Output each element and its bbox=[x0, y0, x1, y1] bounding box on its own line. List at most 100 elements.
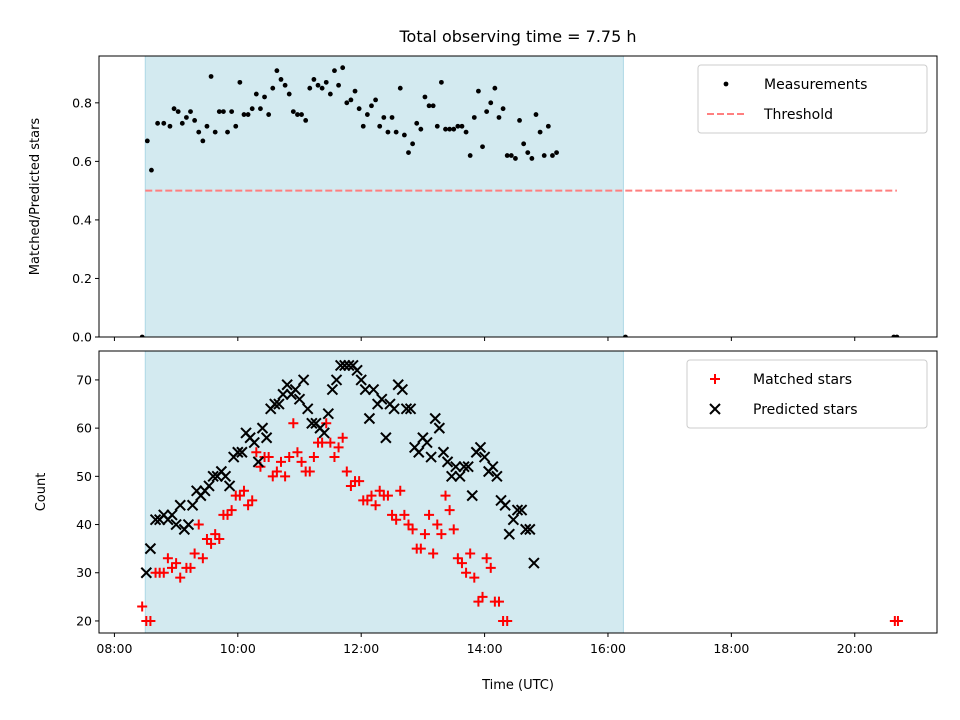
data-point bbox=[421, 436, 433, 449]
data-point bbox=[396, 383, 409, 396]
chart-title: Total observing time = 7.75 h bbox=[398, 27, 636, 46]
bottom-panel: 20 30 40 50 60 70 08:00 10:00 12:00 14:00 16:00 18:… bbox=[34, 350, 938, 693]
legend: Matched stars Predicted stars bbox=[686, 359, 928, 429]
data-point bbox=[274, 68, 280, 74]
data-point bbox=[233, 123, 239, 129]
data-point bbox=[415, 543, 426, 554]
data-point bbox=[161, 120, 167, 126]
data-point bbox=[370, 500, 381, 511]
data-point bbox=[144, 542, 157, 555]
axes-frame bbox=[98, 350, 938, 634]
data-point bbox=[155, 120, 161, 126]
data-point bbox=[485, 562, 496, 573]
data-point bbox=[520, 523, 532, 536]
x-tick-label: 16:00 bbox=[590, 641, 626, 656]
data-point bbox=[140, 567, 153, 579]
data-point bbox=[249, 106, 255, 112]
data-point bbox=[189, 548, 200, 559]
data-point bbox=[426, 103, 432, 109]
data-point bbox=[373, 97, 378, 103]
data-point bbox=[175, 109, 181, 115]
data-point bbox=[528, 557, 540, 569]
data-point bbox=[288, 418, 299, 429]
data-point bbox=[500, 106, 506, 112]
y-axis-label: Matched/Predicted stars bbox=[28, 118, 43, 276]
data-point bbox=[440, 490, 451, 501]
data-point bbox=[432, 519, 443, 530]
data-point bbox=[203, 480, 215, 492]
data-point bbox=[491, 470, 503, 483]
y-tick-label: 0.4 bbox=[72, 212, 92, 227]
data-point bbox=[465, 548, 476, 559]
data-point bbox=[321, 418, 332, 429]
data-point bbox=[351, 364, 363, 376]
y-tick-label: 20 bbox=[76, 613, 92, 628]
data-point bbox=[139, 334, 145, 337]
data-point bbox=[149, 514, 162, 526]
data-point bbox=[462, 460, 474, 473]
data-point bbox=[327, 91, 333, 97]
data-point bbox=[171, 106, 177, 112]
data-point bbox=[400, 403, 413, 415]
x-tick-label: 18:00 bbox=[713, 641, 749, 656]
data-point bbox=[280, 471, 291, 482]
legend-label: Predicted stars bbox=[753, 402, 858, 418]
data-point bbox=[508, 153, 514, 158]
data-point bbox=[188, 109, 193, 115]
data-point bbox=[247, 495, 258, 506]
data-point bbox=[334, 359, 347, 372]
data-point bbox=[289, 383, 302, 396]
x-tick-label: 08:00 bbox=[96, 641, 132, 656]
data-point bbox=[388, 403, 400, 415]
data-point bbox=[343, 359, 355, 372]
data-point bbox=[330, 374, 343, 386]
x-tick-label: 12:00 bbox=[343, 641, 379, 656]
legend-swatch bbox=[709, 403, 721, 415]
data-point bbox=[496, 115, 502, 120]
data-point bbox=[260, 432, 273, 444]
data-point bbox=[336, 82, 341, 88]
data-point bbox=[433, 422, 446, 434]
data-point bbox=[461, 567, 472, 578]
data-point bbox=[471, 115, 477, 120]
y-tick-label: 60 bbox=[76, 421, 92, 436]
data-point bbox=[524, 523, 536, 536]
data-point bbox=[406, 150, 411, 155]
data-point bbox=[248, 436, 260, 449]
data-point bbox=[170, 518, 182, 531]
data-point bbox=[381, 115, 387, 120]
data-point bbox=[204, 123, 210, 129]
data-point bbox=[162, 553, 173, 564]
data-point bbox=[306, 417, 318, 430]
data-point bbox=[418, 126, 424, 132]
data-point bbox=[241, 112, 247, 117]
data-point bbox=[424, 509, 435, 520]
y-tick-label: 0.0 bbox=[72, 330, 92, 345]
data-point bbox=[419, 529, 430, 540]
data-point bbox=[197, 553, 208, 564]
data-point bbox=[329, 452, 340, 463]
data-point bbox=[229, 109, 235, 115]
data-point bbox=[225, 129, 230, 135]
data-point bbox=[144, 138, 150, 144]
data-point bbox=[507, 514, 520, 526]
data-point bbox=[513, 156, 518, 161]
data-point bbox=[359, 383, 372, 396]
data-point bbox=[441, 456, 454, 468]
data-point bbox=[456, 558, 467, 569]
data-point bbox=[275, 456, 286, 467]
y-axis-label: Count bbox=[34, 473, 49, 512]
data-point bbox=[175, 572, 186, 583]
data-point bbox=[322, 407, 335, 420]
data-point bbox=[492, 85, 498, 91]
data-point bbox=[216, 109, 222, 115]
legend: Measurements Threshold bbox=[697, 64, 928, 134]
data-point bbox=[554, 150, 559, 155]
data-point bbox=[459, 123, 465, 129]
top-panel: 0.0 0.2 0.4 0.6 0.8 Matched/Predicted stars Me… bbox=[28, 55, 938, 345]
data-point bbox=[219, 470, 232, 483]
data-point bbox=[502, 615, 513, 626]
data-point bbox=[137, 601, 148, 612]
data-point bbox=[263, 452, 274, 463]
